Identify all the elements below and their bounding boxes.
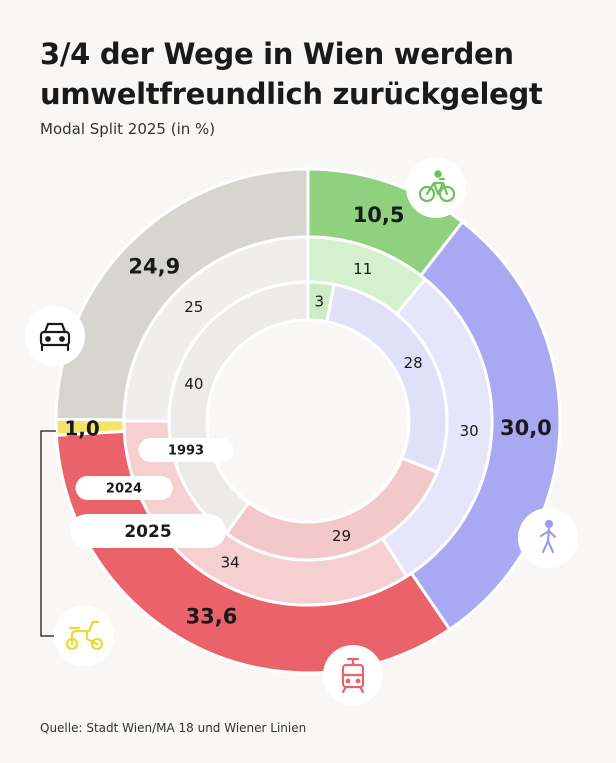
label-1993-zu-fuss: 28 (404, 354, 423, 372)
label-2025-auto: 24,9 (128, 254, 180, 278)
label-1993-oeffentlicher-verkehr: 29 (332, 527, 351, 545)
year-pill-1993: 1993 (138, 438, 234, 462)
year-pill-bg (70, 514, 226, 548)
chart-subtitle: Modal Split 2025 (in %) (40, 120, 216, 138)
pedestrian-icon (518, 508, 578, 568)
source-note: Quelle: Stadt Wien/MA 18 und Wiener Lini… (40, 721, 307, 735)
label-2025-moped: 1,0 (64, 416, 99, 440)
label-1993-rad: 3 (315, 293, 325, 311)
label-2024-rad: 11 (353, 260, 372, 278)
year-label-1993: 1993 (168, 444, 204, 459)
year-pill-2024: 2024 (75, 476, 173, 500)
year-pill-bg (138, 438, 234, 462)
year-label-2024: 2024 (106, 482, 142, 497)
moped-leader-line (40, 430, 57, 637)
label-2025-rad: 10,5 (353, 203, 405, 227)
label-2024-auto: 25 (184, 298, 203, 316)
icon-badge (54, 606, 114, 666)
tram-icon (323, 645, 383, 705)
bicycle-icon (406, 158, 466, 218)
label-2024-oeffentlicher-verkehr: 34 (221, 554, 240, 572)
year-label-2025: 2025 (124, 522, 171, 542)
chart-title: 3/4 der Wege in Wien werden umweltfreund… (40, 37, 543, 111)
label-2025-oeffentlicher-verkehr: 33,6 (186, 604, 238, 628)
car-icon (25, 306, 85, 366)
label-1993-auto: 40 (184, 375, 203, 393)
label-2025-zu-fuss: 30,0 (500, 416, 552, 440)
year-pill-bg (75, 476, 173, 500)
label-2024-zu-fuss: 30 (460, 422, 479, 440)
year-pill-2025: 2025 (70, 514, 226, 548)
icon-badge (25, 306, 85, 366)
scooter-icon (54, 606, 114, 666)
